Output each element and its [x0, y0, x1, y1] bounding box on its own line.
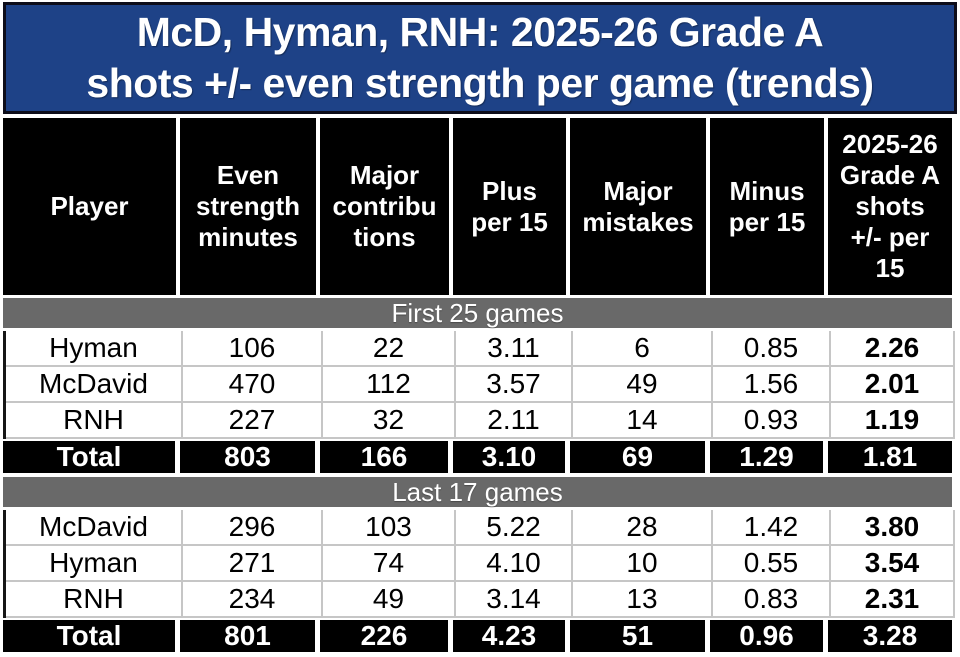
title-line-2: shots +/- even strength per game (trends… — [86, 60, 874, 106]
column-header-grade-a-shots-net-per-15: 2025-26 Grade A shots +/- per 15 — [828, 118, 952, 295]
cell-plus-per-15: 3.10 — [453, 441, 570, 473]
cell-net-per-15: 1.81 — [828, 441, 952, 473]
cell-major-contributions: 166 — [320, 441, 453, 473]
cell-total-label: Total — [3, 620, 180, 652]
cell-net-per-15: 1.19 — [831, 403, 955, 439]
table-row-hyman-last17: Hyman 271 74 4.10 10 0.55 3.54 — [3, 546, 955, 582]
cell-major-mistakes: 10 — [573, 546, 713, 582]
table-row-rnh-first25: RNH 227 32 2.11 14 0.93 1.19 — [3, 403, 955, 439]
cell-plus-per-15: 2.11 — [456, 403, 573, 439]
table-row-rnh-last17: RNH 234 49 3.14 13 0.83 2.31 — [3, 582, 955, 618]
cell-player: RNH — [6, 403, 183, 439]
cell-major-contributions: 112 — [323, 367, 456, 403]
cell-major-contributions: 226 — [320, 620, 453, 652]
total-row-first25: Total 803 166 3.10 69 1.29 1.81 — [3, 441, 952, 473]
cell-even-strength-minutes: 106 — [183, 331, 323, 367]
total-row-last17: Total 801 226 4.23 51 0.96 3.28 — [3, 620, 952, 652]
cell-net-per-15: 3.80 — [831, 510, 955, 546]
cell-minus-per-15: 0.93 — [713, 403, 831, 439]
cell-major-mistakes: 69 — [570, 441, 710, 473]
column-header-player: Player — [3, 118, 180, 295]
title-banner: McD, Hyman, RNH: 2025-26 Grade A shots +… — [3, 2, 957, 114]
cell-major-contributions: 32 — [323, 403, 456, 439]
section-band-last-17-games: Last 17 games — [3, 477, 952, 507]
column-header-major-contributions: Major contribu tions — [320, 118, 453, 295]
cell-plus-per-15: 3.57 — [456, 367, 573, 403]
cell-player: McDavid — [6, 510, 183, 546]
cell-major-mistakes: 49 — [573, 367, 713, 403]
cell-plus-per-15: 4.10 — [456, 546, 573, 582]
cell-minus-per-15: 0.55 — [713, 546, 831, 582]
cell-plus-per-15: 3.11 — [456, 331, 573, 367]
cell-minus-per-15: 0.83 — [713, 582, 831, 618]
cell-even-strength-minutes: 234 — [183, 582, 323, 618]
cell-even-strength-minutes: 271 — [183, 546, 323, 582]
cell-plus-per-15: 5.22 — [456, 510, 573, 546]
cell-major-mistakes: 51 — [570, 620, 710, 652]
column-header-plus-per-15: Plus per 15 — [453, 118, 570, 295]
cell-even-strength-minutes: 801 — [180, 620, 320, 652]
title-line-1: McD, Hyman, RNH: 2025-26 Grade A — [136, 9, 824, 55]
cell-plus-per-15: 3.14 — [456, 582, 573, 618]
column-header-even-strength-minutes: Even strength minutes — [180, 118, 320, 295]
cell-player: Hyman — [6, 546, 183, 582]
cell-even-strength-minutes: 803 — [180, 441, 320, 473]
cell-player: Hyman — [6, 331, 183, 367]
cell-minus-per-15: 0.85 — [713, 331, 831, 367]
section-band-first-25-games: First 25 games — [3, 298, 952, 328]
cell-major-mistakes: 13 — [573, 582, 713, 618]
cell-even-strength-minutes: 227 — [183, 403, 323, 439]
cell-major-mistakes: 28 — [573, 510, 713, 546]
cell-net-per-15: 3.28 — [828, 620, 952, 652]
cell-plus-per-15: 4.23 — [453, 620, 570, 652]
cell-minus-per-15: 0.96 — [710, 620, 828, 652]
cell-major-contributions: 103 — [323, 510, 456, 546]
cell-net-per-15: 2.01 — [831, 367, 955, 403]
stats-table: Player Even strength minutes Major contr… — [3, 118, 955, 652]
cell-minus-per-15: 1.29 — [710, 441, 828, 473]
cell-net-per-15: 3.54 — [831, 546, 955, 582]
cell-player: McDavid — [6, 367, 183, 403]
cell-player: RNH — [6, 582, 183, 618]
cell-minus-per-15: 1.56 — [713, 367, 831, 403]
cell-net-per-15: 2.26 — [831, 331, 955, 367]
header-row: Player Even strength minutes Major contr… — [3, 118, 952, 295]
table-row-hyman-first25: Hyman 106 22 3.11 6 0.85 2.26 — [3, 331, 955, 367]
cell-major-contributions: 49 — [323, 582, 456, 618]
cell-major-contributions: 22 — [323, 331, 456, 367]
cell-even-strength-minutes: 470 — [183, 367, 323, 403]
cell-major-mistakes: 14 — [573, 403, 713, 439]
table-row-mcdavid-last17: McDavid 296 103 5.22 28 1.42 3.80 — [3, 510, 955, 546]
cell-even-strength-minutes: 296 — [183, 510, 323, 546]
column-header-minus-per-15: Minus per 15 — [710, 118, 828, 295]
cell-total-label: Total — [3, 441, 180, 473]
table-row-mcdavid-first25: McDavid 470 112 3.57 49 1.56 2.01 — [3, 367, 955, 403]
column-header-major-mistakes: Major mistakes — [570, 118, 710, 295]
cell-net-per-15: 2.31 — [831, 582, 955, 618]
cell-minus-per-15: 1.42 — [713, 510, 831, 546]
cell-major-mistakes: 6 — [573, 331, 713, 367]
cell-major-contributions: 74 — [323, 546, 456, 582]
